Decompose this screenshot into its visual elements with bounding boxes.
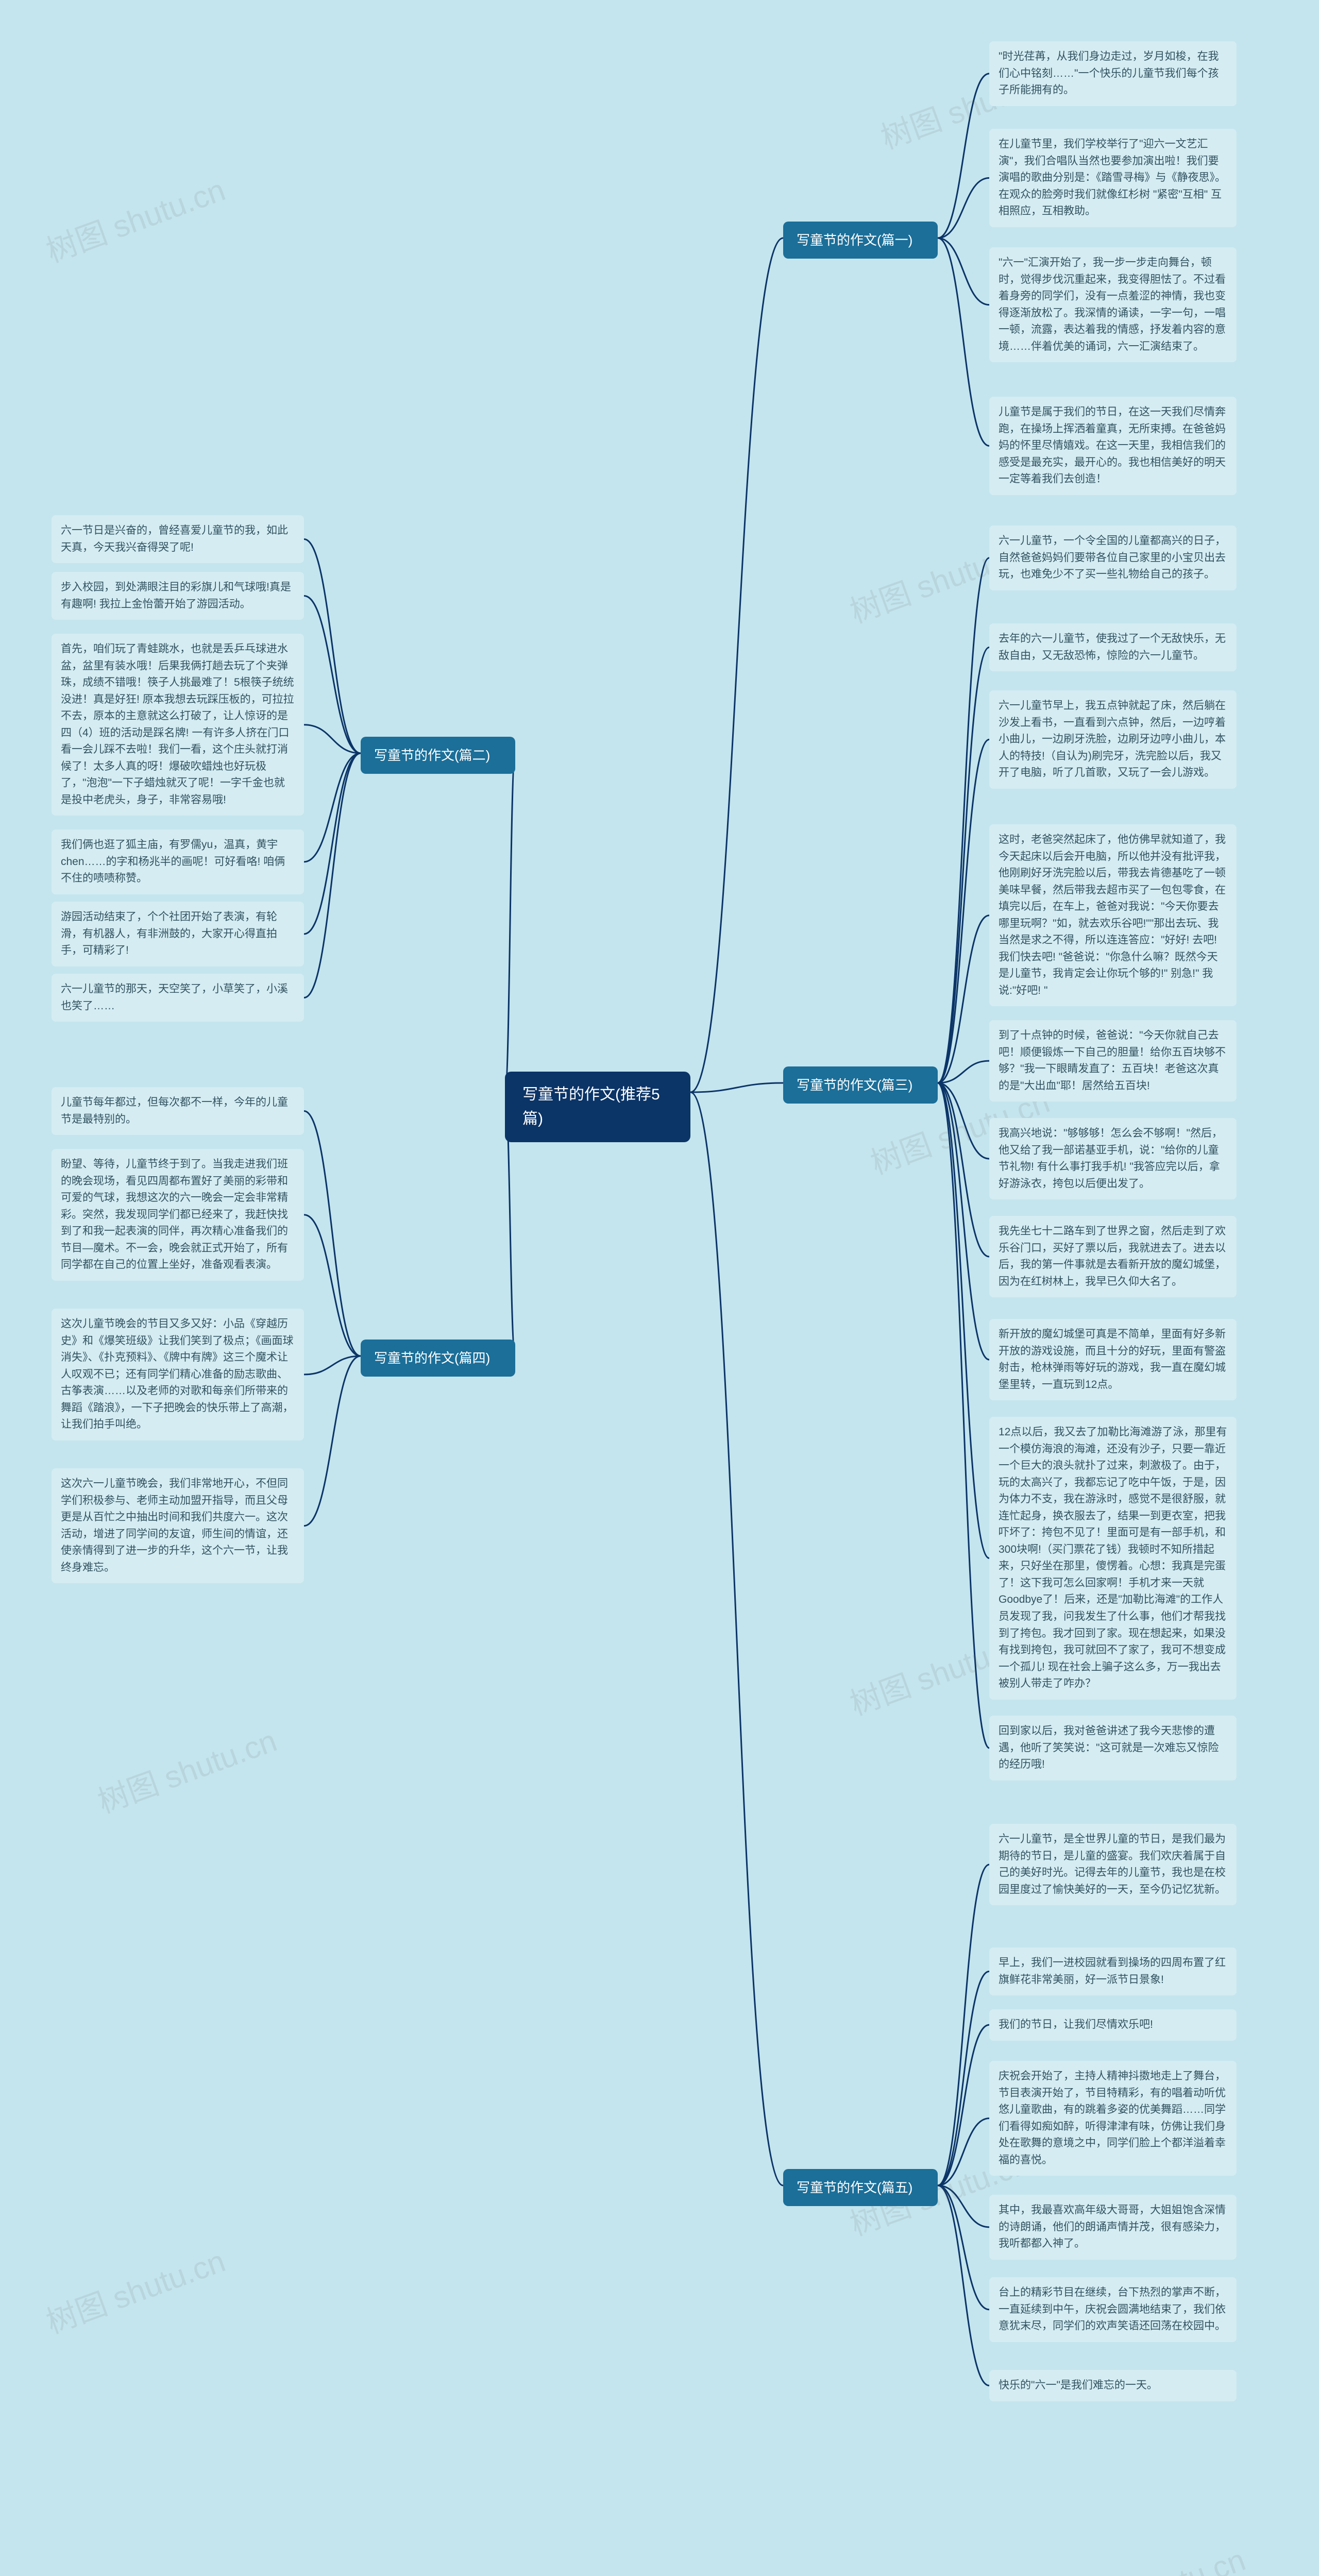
edge — [938, 2025, 989, 2185]
leaf-node: 我先坐七十二路车到了世界之窗，然后走到了欢乐谷门口，买好了票以后，我就进去了。进… — [989, 1216, 1237, 1297]
leaf-node: 儿童节每年都过，但每次都不一样，今年的儿童节是最特别的。 — [52, 1087, 304, 1135]
edge — [938, 1083, 989, 1257]
leaf-node: "时光荏苒，从我们身边走过，岁月如梭，在我们心中铭刻……"一个快乐的儿童节我们每… — [989, 41, 1237, 106]
watermark: 树图 shutu.cn — [1059, 2535, 1250, 2576]
edge — [304, 539, 361, 753]
edge — [304, 1356, 361, 1526]
leaf-node: 六一儿童节，是全世界儿童的节日，是我们最为期待的节日，是儿童的盛宴。我们欢庆着属… — [989, 1824, 1237, 1905]
edge — [938, 74, 989, 238]
edge — [304, 753, 361, 862]
leaf-node: 儿童节是属于我们的节日，在这一天我们尽情奔跑，在操场上挥洒着童真，无所束搏。在爸… — [989, 397, 1237, 495]
leaf-node: 早上，我们一进校园就看到操场的四周布置了红旗鲜花非常美丽，好一派节日景象! — [989, 1947, 1237, 1995]
edge — [304, 1356, 361, 1375]
leaf-node: 我们俩也逛了狐主庙，有罗儒yu，温真，黄宇chen……的字和杨兆半的画呢！可好看… — [52, 829, 304, 894]
watermark: 树图 shutu.cn — [91, 1716, 282, 1822]
edge — [304, 1111, 361, 1356]
edge — [505, 753, 515, 1092]
edge — [938, 2185, 989, 2385]
edge — [304, 1215, 361, 1356]
edge — [938, 238, 989, 305]
leaf-node: 我高兴地说："够够够！怎么会不够啊！"然后，他又给了我一部诺基亚手机，说："给你… — [989, 1118, 1237, 1199]
leaf-node: 快乐的"六一"是我们难忘的一天。 — [989, 2370, 1237, 2401]
edge — [938, 916, 989, 1083]
leaf-node: 回到家以后，我对爸爸讲述了我今天悲惨的遭遇，他听了笑笑说："这可就是一次难忘又惊… — [989, 1716, 1237, 1781]
leaf-node: 六一节日是兴奋的，曾经喜爱儿童节的我，如此天真，今天我兴奋得哭了呢! — [52, 515, 304, 563]
leaf-node: 庆祝会开始了，主持人精神抖擞地走上了舞台，节目表演开始了，节目特精彩，有的唱着动… — [989, 2061, 1237, 2176]
branch-node: 写童节的作文(篇四) — [361, 1340, 515, 1377]
edge — [938, 1083, 989, 1558]
leaf-node: 首先，咱们玩了青蛙跳水，也就是丢乒乓球进水盆，盆里有装水哦！后果我俩打趟去玩了个… — [52, 634, 304, 816]
edge — [938, 1083, 989, 1159]
branch-node: 写童节的作文(篇五) — [783, 2169, 938, 2206]
edge — [938, 2185, 989, 2227]
edge — [690, 1092, 783, 2185]
leaf-node: 六一儿童节早上，我五点钟就起了床，然后躺在沙发上看书，一直看到六点钟，然后，一边… — [989, 690, 1237, 789]
edge — [938, 178, 989, 238]
branch-node: 写童节的作文(篇二) — [361, 737, 515, 774]
branch-node: 写童节的作文(篇三) — [783, 1066, 938, 1104]
edge — [690, 1083, 783, 1092]
edge — [938, 1061, 989, 1083]
leaf-node: 这次儿童节晚会的节目又多又好：小品《穿越历史》和《爆笑班级》让我们笑到了极点；《… — [52, 1309, 304, 1440]
edge — [938, 1972, 989, 2185]
edge — [304, 725, 361, 753]
leaf-node: 步入校园，到处满眼注目的彩旗儿和气球哦!真是有趣啊! 我拉上金怡蕾开始了游园活动… — [52, 572, 304, 620]
leaf-node: 到了十点钟的时候，爸爸说："今天你就自己去吧！顺便锻炼一下自己的胆量！给你五百块… — [989, 1020, 1237, 1101]
leaf-node: 盼望、等待，儿童节终于到了。当我走进我们班的晚会现场，看见四周都布置好了美丽的彩… — [52, 1149, 304, 1281]
watermark: 树图 shutu.cn — [39, 2236, 230, 2342]
leaf-node: 游园活动结束了，个个社团开始了表演，有轮滑，有机器人，有非洲鼓的，大家开心得直拍… — [52, 902, 304, 967]
edge — [690, 238, 783, 1092]
edge — [304, 753, 361, 998]
edge — [938, 739, 989, 1083]
center-node: 写童节的作文(推荐5篇) — [505, 1072, 690, 1142]
edge — [938, 2119, 989, 2185]
leaf-node: 12点以后，我又去了加勒比海滩游了泳，那里有一个模仿海浪的海滩，还没有沙子，只要… — [989, 1417, 1237, 1700]
leaf-node: 六一儿童节，一个令全国的儿童都高兴的日子，自然爸爸妈妈们要带各位自己家里的小宝贝… — [989, 526, 1237, 590]
edge — [938, 238, 989, 446]
edge — [304, 753, 361, 934]
edge — [304, 596, 361, 753]
edge — [938, 648, 989, 1083]
edge — [938, 2185, 989, 2310]
edge — [938, 1083, 989, 1748]
leaf-node: 这时，老爸突然起床了，他仿佛早就知道了，我今天起床以后会开电脑，所以他并没有批评… — [989, 824, 1237, 1006]
leaf-node: "六一"汇演开始了，我一步一步走向舞台，顿时，觉得步伐沉重起来，我变得胆怯了。不… — [989, 247, 1237, 362]
leaf-node: 台上的精彩节目在继续，台下热烈的掌声不断，一直延续到中午，庆祝会圆满地结束了，我… — [989, 2277, 1237, 2342]
edge — [938, 1083, 989, 1360]
leaf-node: 这次六一儿童节晚会，我们非常地开心，不但同学们积极参与、老师主动加盟开指导，而且… — [52, 1468, 304, 1583]
edge — [938, 1865, 989, 2185]
edge — [938, 558, 989, 1083]
leaf-node: 我们的节日，让我们尽情欢乐吧! — [989, 2009, 1237, 2041]
branch-node: 写童节的作文(篇一) — [783, 222, 938, 259]
leaf-node: 其中，我最喜欢高年级大哥哥，大姐姐饱含深情的诗朗诵，他们的朗诵声情并茂，很有感染… — [989, 2195, 1237, 2260]
leaf-node: 在儿童节里，我们学校举行了"迎六一文艺汇演"，我们合唱队当然也要参加演出啦！我们… — [989, 129, 1237, 227]
watermark: 树图 shutu.cn — [39, 165, 230, 271]
leaf-node: 新开放的魔幻城堡可真是不简单，里面有好多新开放的游戏设施，而且十分的好玩，里面有… — [989, 1319, 1237, 1400]
leaf-node: 去年的六一儿童节，使我过了一个无敌快乐，无敌自由，又无敌恐怖，惊险的六一儿童节。 — [989, 623, 1237, 671]
leaf-node: 六一儿童节的那天，天空笑了，小草笑了，小溪也笑了…… — [52, 974, 304, 1022]
